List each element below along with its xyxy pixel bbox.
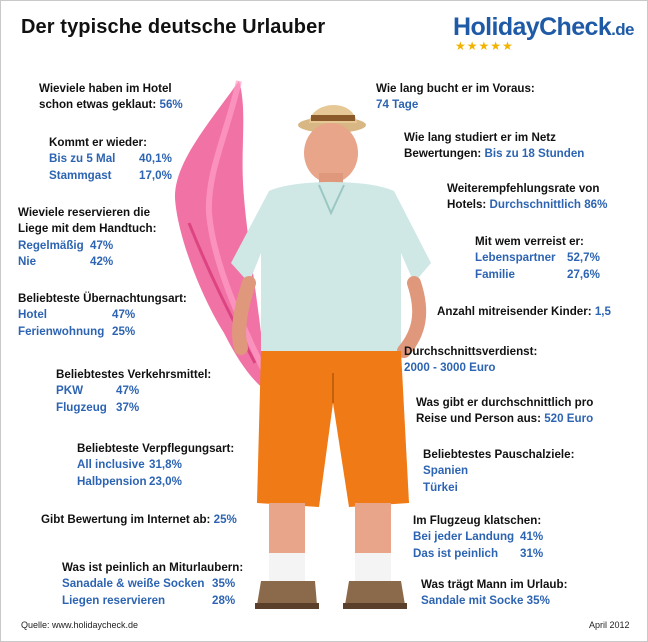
stat-geklaut: Wieviele haben im Hotel schon etwas gekl… xyxy=(39,81,183,114)
star-icon: ★ xyxy=(478,39,490,53)
question-line: Was ist peinlich an Miturlaubern: xyxy=(62,561,244,574)
tourist-illustration xyxy=(174,80,431,609)
stat-row: Stammgast 17,0% xyxy=(49,168,172,182)
stat-verdienst: Durchschnittsverdienst: 2000 - 3000 Euro xyxy=(404,344,537,377)
stat-row: All inclusive 31,8% xyxy=(77,458,182,472)
stat-value: Durchschnittlich 86% xyxy=(489,198,608,212)
stat-row: Halbpension 23,0% xyxy=(77,474,182,488)
logo-name: HolidayCheck xyxy=(453,13,612,41)
stat-value: 25% xyxy=(213,513,237,526)
stat-verpflegung: Beliebteste Verpflegungsart: All inclusi… xyxy=(77,441,234,490)
star-icon: ★ xyxy=(490,39,502,53)
stat-row: Hotel 47% xyxy=(18,308,136,322)
question-line: schon etwas geklaut: 56% xyxy=(39,98,183,112)
stat-liege: Wieviele reservieren die Liege mit dem H… xyxy=(18,205,157,271)
question-line: Was gibt er durchschnittlich pro xyxy=(416,396,594,409)
question-line: Kommt er wieder: xyxy=(49,136,147,149)
stat-mann: Was trägt Mann im Urlaub: Sandale mit So… xyxy=(421,577,567,610)
stat-verreist: Mit wem verreist er: Lebenspartner 52,7% … xyxy=(475,234,600,283)
stat-row: Nie 42% xyxy=(18,255,114,269)
page-title: Der typische deutsche Urlauber xyxy=(21,16,326,38)
stat-ausgaben: Was gibt er durchschnittlich pro Reise u… xyxy=(416,396,594,426)
question-line: Wieviele reservieren die xyxy=(18,206,151,219)
stat-row: Lebenspartner 52,7% xyxy=(475,251,600,265)
question-line: Anzahl mitreisender Kinder: xyxy=(437,305,592,318)
stat-value: 56% xyxy=(159,98,183,112)
stat-row: Ferienwohnung 25% xyxy=(18,324,136,338)
question-line: Im Flugzeug klatschen: xyxy=(413,514,542,527)
stat-value: 520 Euro xyxy=(544,412,594,426)
stat-netz: Wie lang studiert er im Netz Bewertungen… xyxy=(404,131,585,161)
logo-wordmark: HolidayCheck.de xyxy=(453,13,635,42)
stat-row: Sanadale & weiße Socken 35% xyxy=(62,577,236,591)
stat-klatschen: Im Flugzeug klatschen: Bei jeder Landung… xyxy=(413,513,543,562)
question-line: Was trägt Mann im Urlaub: xyxy=(421,578,568,591)
star-icon: ★ xyxy=(466,39,478,53)
question-line: Wie lang bucht er im Voraus: xyxy=(376,82,535,95)
question-line: Durchschnittsverdienst: xyxy=(404,345,538,358)
stat-kinder: Anzahl mitreisender Kinder: 1,5 xyxy=(437,304,611,320)
stat-value: 74 Tage xyxy=(376,98,419,112)
stat-value: Bis zu 18 Stunden xyxy=(484,147,585,161)
question-line: Wieviele haben im Hotel xyxy=(39,82,172,95)
question-line: Weiterempfehlungsrate von xyxy=(447,182,600,195)
star-icon: ★ xyxy=(502,39,513,53)
holidaycheck-logo[interactable]: HolidayCheck.de ★ ★ ★ ★ ★ xyxy=(453,13,635,57)
question-line: Beliebteste Übernachtungsart: xyxy=(18,292,187,305)
stat-row: Familie 27,6% xyxy=(475,267,600,281)
stat-row: Liegen reservieren 28% xyxy=(62,593,236,607)
stat-value: Spanien xyxy=(423,464,469,478)
date-note: April 2012 xyxy=(589,620,630,630)
star-icon: ★ xyxy=(455,39,466,53)
question-line: Wie lang studiert er im Netz xyxy=(404,131,556,144)
stat-weiterempfehlung: Weiterempfehlungsrate von Hotels: Durchs… xyxy=(447,182,608,212)
question-line: Beliebtestes Verkehrsmittel: xyxy=(56,368,212,381)
stat-bewertung: Gibt Bewertung im Internet ab: 25% xyxy=(41,512,237,528)
logo-stars: ★ ★ ★ ★ ★ xyxy=(455,40,513,52)
question-line: Gibt Bewertung im Internet ab: xyxy=(41,513,211,526)
stat-row: Das ist peinlich 31% xyxy=(413,546,544,560)
question-line: Beliebteste Verpflegungsart: xyxy=(77,442,235,455)
stat-peinlich: Was ist peinlich an Miturlaubern: Sanada… xyxy=(62,560,243,609)
stat-row: Flugzeug 37% xyxy=(56,400,140,414)
stat-row: Bei jeder Landung 41% xyxy=(413,530,544,544)
stat-row: Regelmäßig 47% xyxy=(18,238,114,252)
stat-value: 2000 - 3000 Euro xyxy=(404,361,496,375)
stat-pauschal: Beliebtestes Pauschalziele: Spanien Türk… xyxy=(423,447,574,496)
question-line: Liege mit dem Handtuch: xyxy=(18,222,157,236)
stat-value: Türkei xyxy=(423,480,458,494)
stat-row: Bis zu 5 Mal 40,1% xyxy=(49,152,172,166)
question-line: Mit wem verreist er: xyxy=(475,235,584,248)
logo-tld: .de xyxy=(611,20,634,39)
stat-value: Sandale mit Socke 35% xyxy=(421,594,550,608)
stat-row: PKW 47% xyxy=(56,384,140,398)
stat-value: 1,5 xyxy=(594,305,611,318)
source-note: Quelle: www.holidaycheck.de xyxy=(21,620,139,630)
question-line: Beliebtestes Pauschalziele: xyxy=(423,448,575,461)
stat-uebernachtung: Beliebteste Übernachtungsart: Hotel 47% F… xyxy=(18,291,187,340)
stat-wieder: Kommt er wieder: Bis zu 5 Mal 40,1% Stamm… xyxy=(49,135,172,184)
stat-voraus: Wie lang bucht er im Voraus: 74 Tage xyxy=(376,81,535,114)
stat-verkehr: Beliebtestes Verkehrsmittel: PKW 47% Flug… xyxy=(56,367,211,416)
